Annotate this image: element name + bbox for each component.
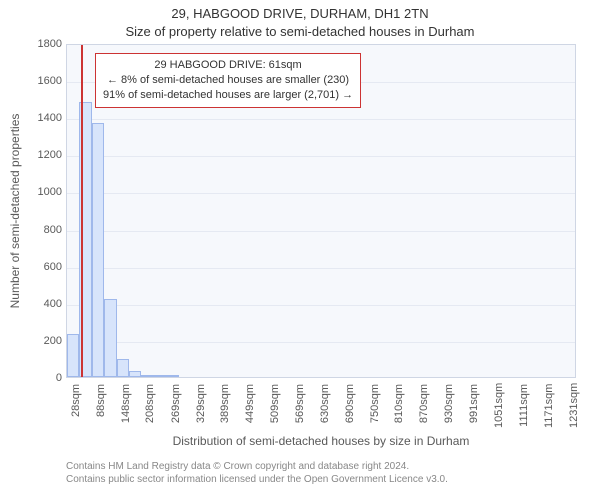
histogram-bar [129,371,141,377]
gridline [67,193,575,194]
x-tick-label: 509sqm [269,384,281,428]
chart-title-line1: 29, HABGOOD DRIVE, DURHAM, DH1 2TN [0,6,600,21]
gridline [67,305,575,306]
x-tick-label: 690sqm [344,384,356,428]
gridline [67,231,575,232]
histogram-bar [141,375,153,377]
histogram-bar [92,123,104,377]
x-tick-label: 208sqm [144,384,156,428]
x-tick-label: 88sqm [95,384,107,428]
y-tick-label: 800 [7,224,62,236]
histogram-bar [117,359,129,377]
x-tick-label: 1171sqm [543,384,555,428]
plot-area: 29 HABGOOD DRIVE: 61sqm← 8% of semi-deta… [66,44,576,378]
chart-title-line2: Size of property relative to semi-detach… [0,24,600,39]
marker-line [81,45,83,377]
info-box: 29 HABGOOD DRIVE: 61sqm← 8% of semi-deta… [95,53,361,108]
chart-container: 29, HABGOOD DRIVE, DURHAM, DH1 2TN Size … [0,0,600,500]
x-tick-label: 329sqm [195,384,207,428]
y-tick-label: 1400 [7,112,62,124]
x-tick-label: 870sqm [418,384,430,428]
gridline [67,268,575,269]
x-tick-label: 1051sqm [493,384,505,428]
x-tick-label: 630sqm [319,384,331,428]
histogram-bar [67,334,79,377]
histogram-bar [166,375,178,377]
x-tick-label: 991sqm [468,384,480,428]
info-box-line2: ← 8% of semi-detached houses are smaller… [103,73,353,88]
x-tick-label: 810sqm [393,384,405,428]
gridline [67,119,575,120]
x-axis-label: Distribution of semi-detached houses by … [66,434,576,448]
x-tick-label: 28sqm [70,384,82,428]
y-tick-label: 1800 [7,38,62,50]
footnote-line2: Contains public sector information licen… [66,473,576,486]
footnote-line1: Contains HM Land Registry data © Crown c… [66,460,576,473]
y-tick-label: 0 [7,372,62,384]
gridline [67,156,575,157]
y-tick-label: 1000 [7,186,62,198]
info-box-line1: 29 HABGOOD DRIVE: 61sqm [103,58,353,73]
x-tick-label: 1111sqm [518,384,530,428]
x-tick-label: 930sqm [443,384,455,428]
x-tick-label: 389sqm [219,384,231,428]
footnote: Contains HM Land Registry data © Crown c… [66,460,576,486]
histogram-bar [104,299,116,377]
y-tick-label: 400 [7,298,62,310]
x-tick-label: 569sqm [294,384,306,428]
gridline [67,342,575,343]
y-tick-label: 200 [7,335,62,347]
x-tick-label: 750sqm [369,384,381,428]
y-tick-label: 1200 [7,149,62,161]
x-tick-label: 269sqm [170,384,182,428]
x-tick-label: 148sqm [120,384,132,428]
x-tick-label: 1231sqm [568,384,580,428]
histogram-bar [154,375,166,377]
y-tick-label: 600 [7,261,62,273]
info-box-line3: 91% of semi-detached houses are larger (… [103,88,353,103]
y-tick-label: 1600 [7,75,62,87]
x-tick-label: 449sqm [244,384,256,428]
